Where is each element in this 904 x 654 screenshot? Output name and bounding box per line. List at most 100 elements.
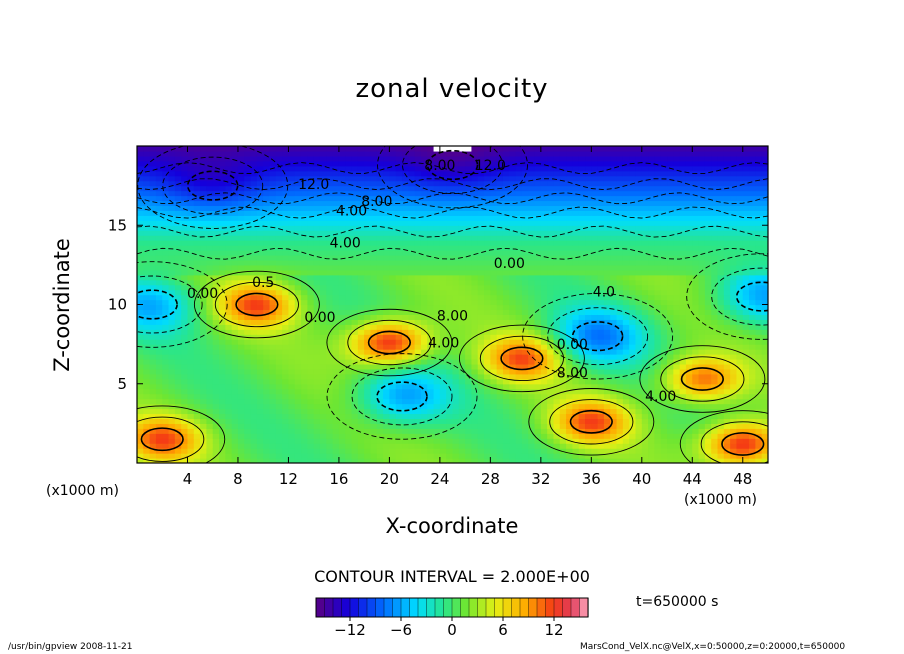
field-cell (338, 458, 346, 463)
field-cell (477, 200, 485, 207)
field-cell (622, 354, 630, 360)
field-cell (193, 230, 201, 236)
field-cell (408, 354, 416, 360)
field-cell (610, 170, 618, 177)
field-cell (332, 250, 340, 256)
field-cell (307, 453, 315, 459)
field-cell (490, 373, 498, 380)
field-cell (458, 185, 466, 192)
field-cell (433, 180, 441, 187)
field-cell (364, 299, 372, 306)
field-cell (263, 254, 271, 261)
field-cell (509, 289, 517, 296)
field-cell (155, 220, 163, 226)
field-cell (288, 334, 296, 340)
field-cell (521, 195, 529, 202)
field-cell (149, 259, 157, 266)
field-cell (395, 279, 403, 286)
field-cell (616, 309, 624, 315)
field-cell (490, 368, 498, 375)
field-cell (433, 230, 441, 236)
field-cell (502, 388, 510, 395)
field-cell (465, 428, 473, 434)
field-cell (408, 155, 416, 162)
field-cell (603, 165, 611, 172)
field-cell (181, 175, 189, 182)
field-cell (155, 250, 163, 256)
field-cell (357, 205, 365, 211)
field-cell (237, 245, 245, 251)
field-cell (402, 205, 409, 211)
field-cell (162, 438, 170, 444)
field-cell (225, 413, 233, 420)
field-cell (137, 279, 144, 286)
field-cell (622, 190, 630, 197)
field-cell (338, 180, 346, 187)
field-cell (250, 443, 258, 449)
field-cell (313, 289, 321, 296)
field-cell (597, 448, 605, 454)
field-cell (395, 423, 403, 429)
field-cell (578, 215, 586, 221)
field-cell (288, 314, 296, 320)
field-cell (212, 200, 220, 207)
field-cell (572, 284, 580, 291)
field-cell (237, 220, 245, 226)
field-cell (471, 180, 479, 187)
field-cell (528, 418, 536, 424)
field-cell (269, 453, 277, 459)
field-cell (528, 279, 536, 286)
field-cell (269, 175, 277, 182)
field-cell (376, 200, 384, 207)
field-cell (168, 274, 176, 281)
field-cell (326, 205, 334, 211)
field-cell (484, 393, 491, 400)
field-cell (433, 215, 441, 221)
field-cell (244, 299, 252, 306)
field-cell (383, 195, 390, 202)
field-cell (345, 146, 353, 152)
field-cell (143, 279, 151, 286)
field-cell (559, 250, 567, 256)
field-cell (313, 155, 321, 162)
field-cell (591, 299, 599, 306)
field-cell (515, 368, 523, 375)
field-cell (231, 269, 239, 276)
field-cell (502, 319, 510, 325)
field-cell (174, 294, 182, 301)
field-cell (149, 393, 157, 400)
field-cell (351, 339, 359, 345)
field-cell (263, 245, 271, 251)
field-cell (263, 339, 271, 345)
field-cell (433, 279, 441, 286)
field-cell (294, 443, 302, 449)
field-cell (622, 299, 630, 306)
field-cell (212, 215, 220, 221)
field-cell (288, 170, 296, 177)
field-cell (237, 358, 245, 365)
field-cell (452, 240, 460, 246)
field-cell (319, 155, 327, 162)
field-cell (288, 453, 296, 459)
field-cell (332, 334, 340, 340)
field-cell (294, 363, 302, 370)
field-cell (263, 230, 271, 236)
field-cell (269, 428, 277, 434)
field-cell (427, 403, 435, 410)
field-cell (515, 279, 523, 286)
field-cell (490, 250, 498, 256)
field-cell (402, 314, 409, 320)
field-cell (294, 245, 302, 251)
field-cell (414, 190, 422, 197)
field-cell (509, 160, 517, 167)
field-cell (547, 428, 555, 434)
field-cell (414, 240, 422, 246)
field-cell (237, 250, 245, 256)
field-cell (301, 190, 308, 197)
field-cell (162, 378, 170, 385)
field-cell (408, 220, 416, 226)
field-cell (237, 289, 245, 296)
field-cell (616, 250, 624, 256)
field-cell (622, 170, 630, 177)
field-cell (433, 235, 441, 241)
